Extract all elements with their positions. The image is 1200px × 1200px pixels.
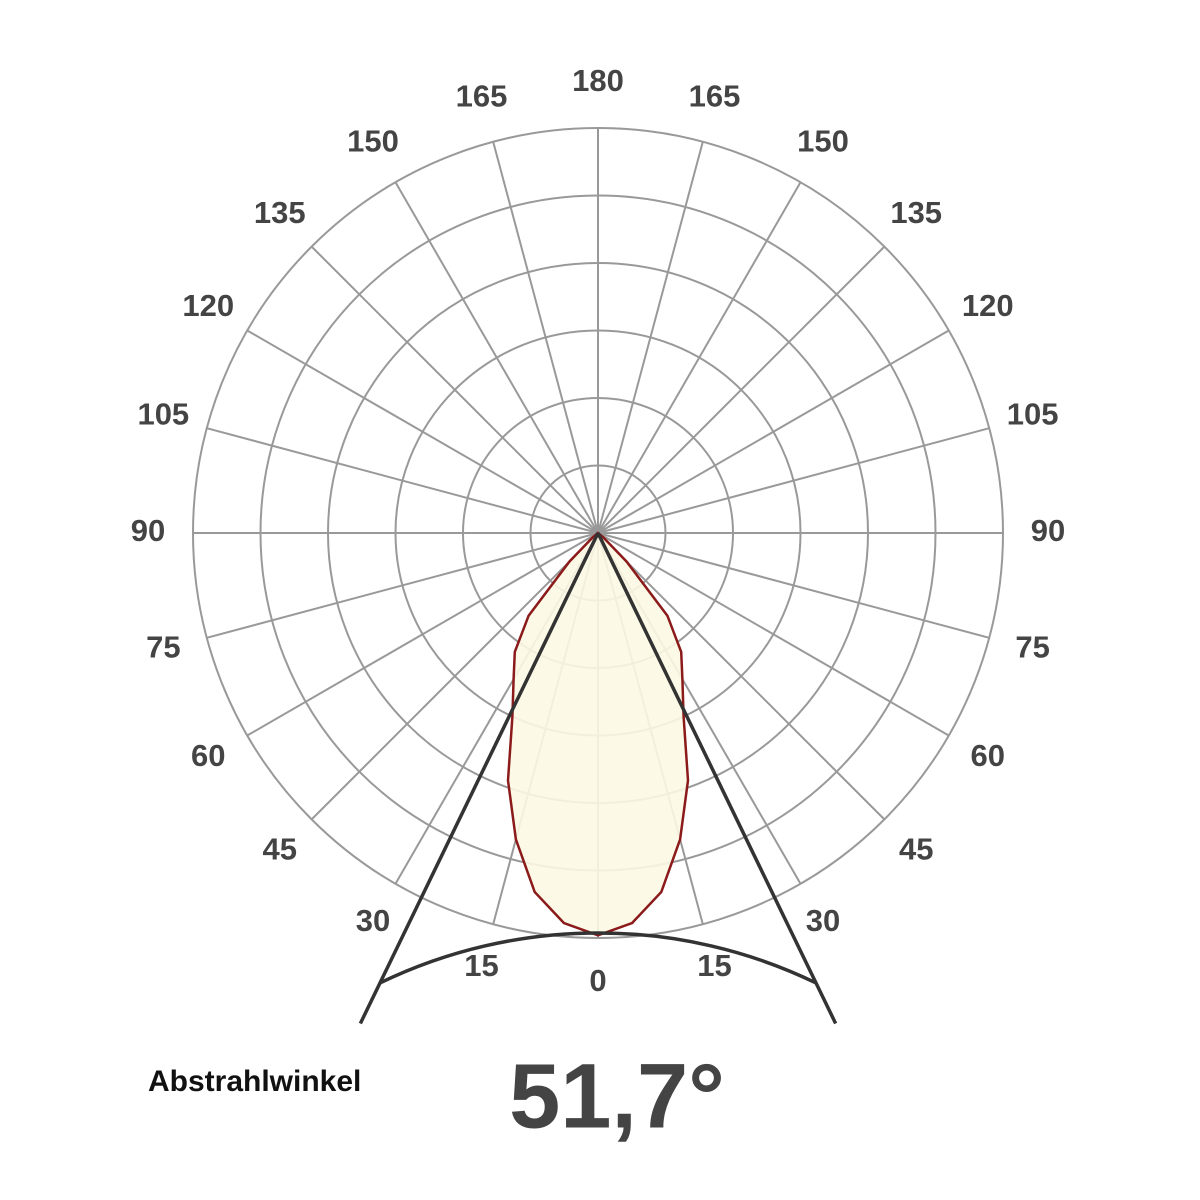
angle-label: 90 [1031,513,1065,548]
angle-label: 75 [1015,630,1049,665]
grid-spoke [597,245,886,534]
angle-label: 120 [962,288,1014,323]
angle-label: 135 [254,195,306,230]
angle-label: 150 [347,123,399,158]
angle-label: 105 [1007,397,1059,432]
angle-label: 135 [890,195,942,230]
angle-label: 120 [182,288,234,323]
grid-spoke [206,532,599,639]
grid-spoke [310,245,599,534]
grid-spoke [597,532,950,737]
beam-line [596,532,838,1025]
angle-label: 75 [146,630,180,665]
angle-label: 150 [797,123,849,158]
grid-spoke [597,532,990,639]
grid-spoke [246,329,599,534]
grid-spoke [597,427,990,534]
grid-spoke [492,141,599,534]
grid-spoke [394,181,599,534]
angle-label: 15 [697,948,731,983]
angle-label: 15 [464,948,498,983]
grid-spoke [597,532,886,821]
beam-line [358,532,600,1025]
angle-label: 0 [589,963,606,998]
beam-angle-value: 51,7° [509,1045,725,1147]
distribution-curve [506,531,690,937]
grid-spoke [597,329,950,534]
angle-label: 60 [970,738,1004,773]
grid-spoke [246,532,599,737]
beam-label: Abstrahlwinkel [148,1065,361,1098]
grid-spoke [310,532,599,821]
angle-label: 180 [572,63,624,98]
angle-label: 60 [191,738,225,773]
angle-label: 30 [356,903,390,938]
angle-label: 45 [899,831,933,866]
angle-label: 45 [263,831,297,866]
grid-spoke [206,427,599,534]
grid-spoke [597,141,704,534]
angle-label: 165 [689,79,741,114]
beam-arc [379,931,817,985]
angle-label: 90 [131,513,165,548]
angle-label: 105 [137,397,189,432]
angle-label: 165 [456,79,508,114]
grid-spoke [597,181,802,534]
angle-label: 30 [806,903,840,938]
